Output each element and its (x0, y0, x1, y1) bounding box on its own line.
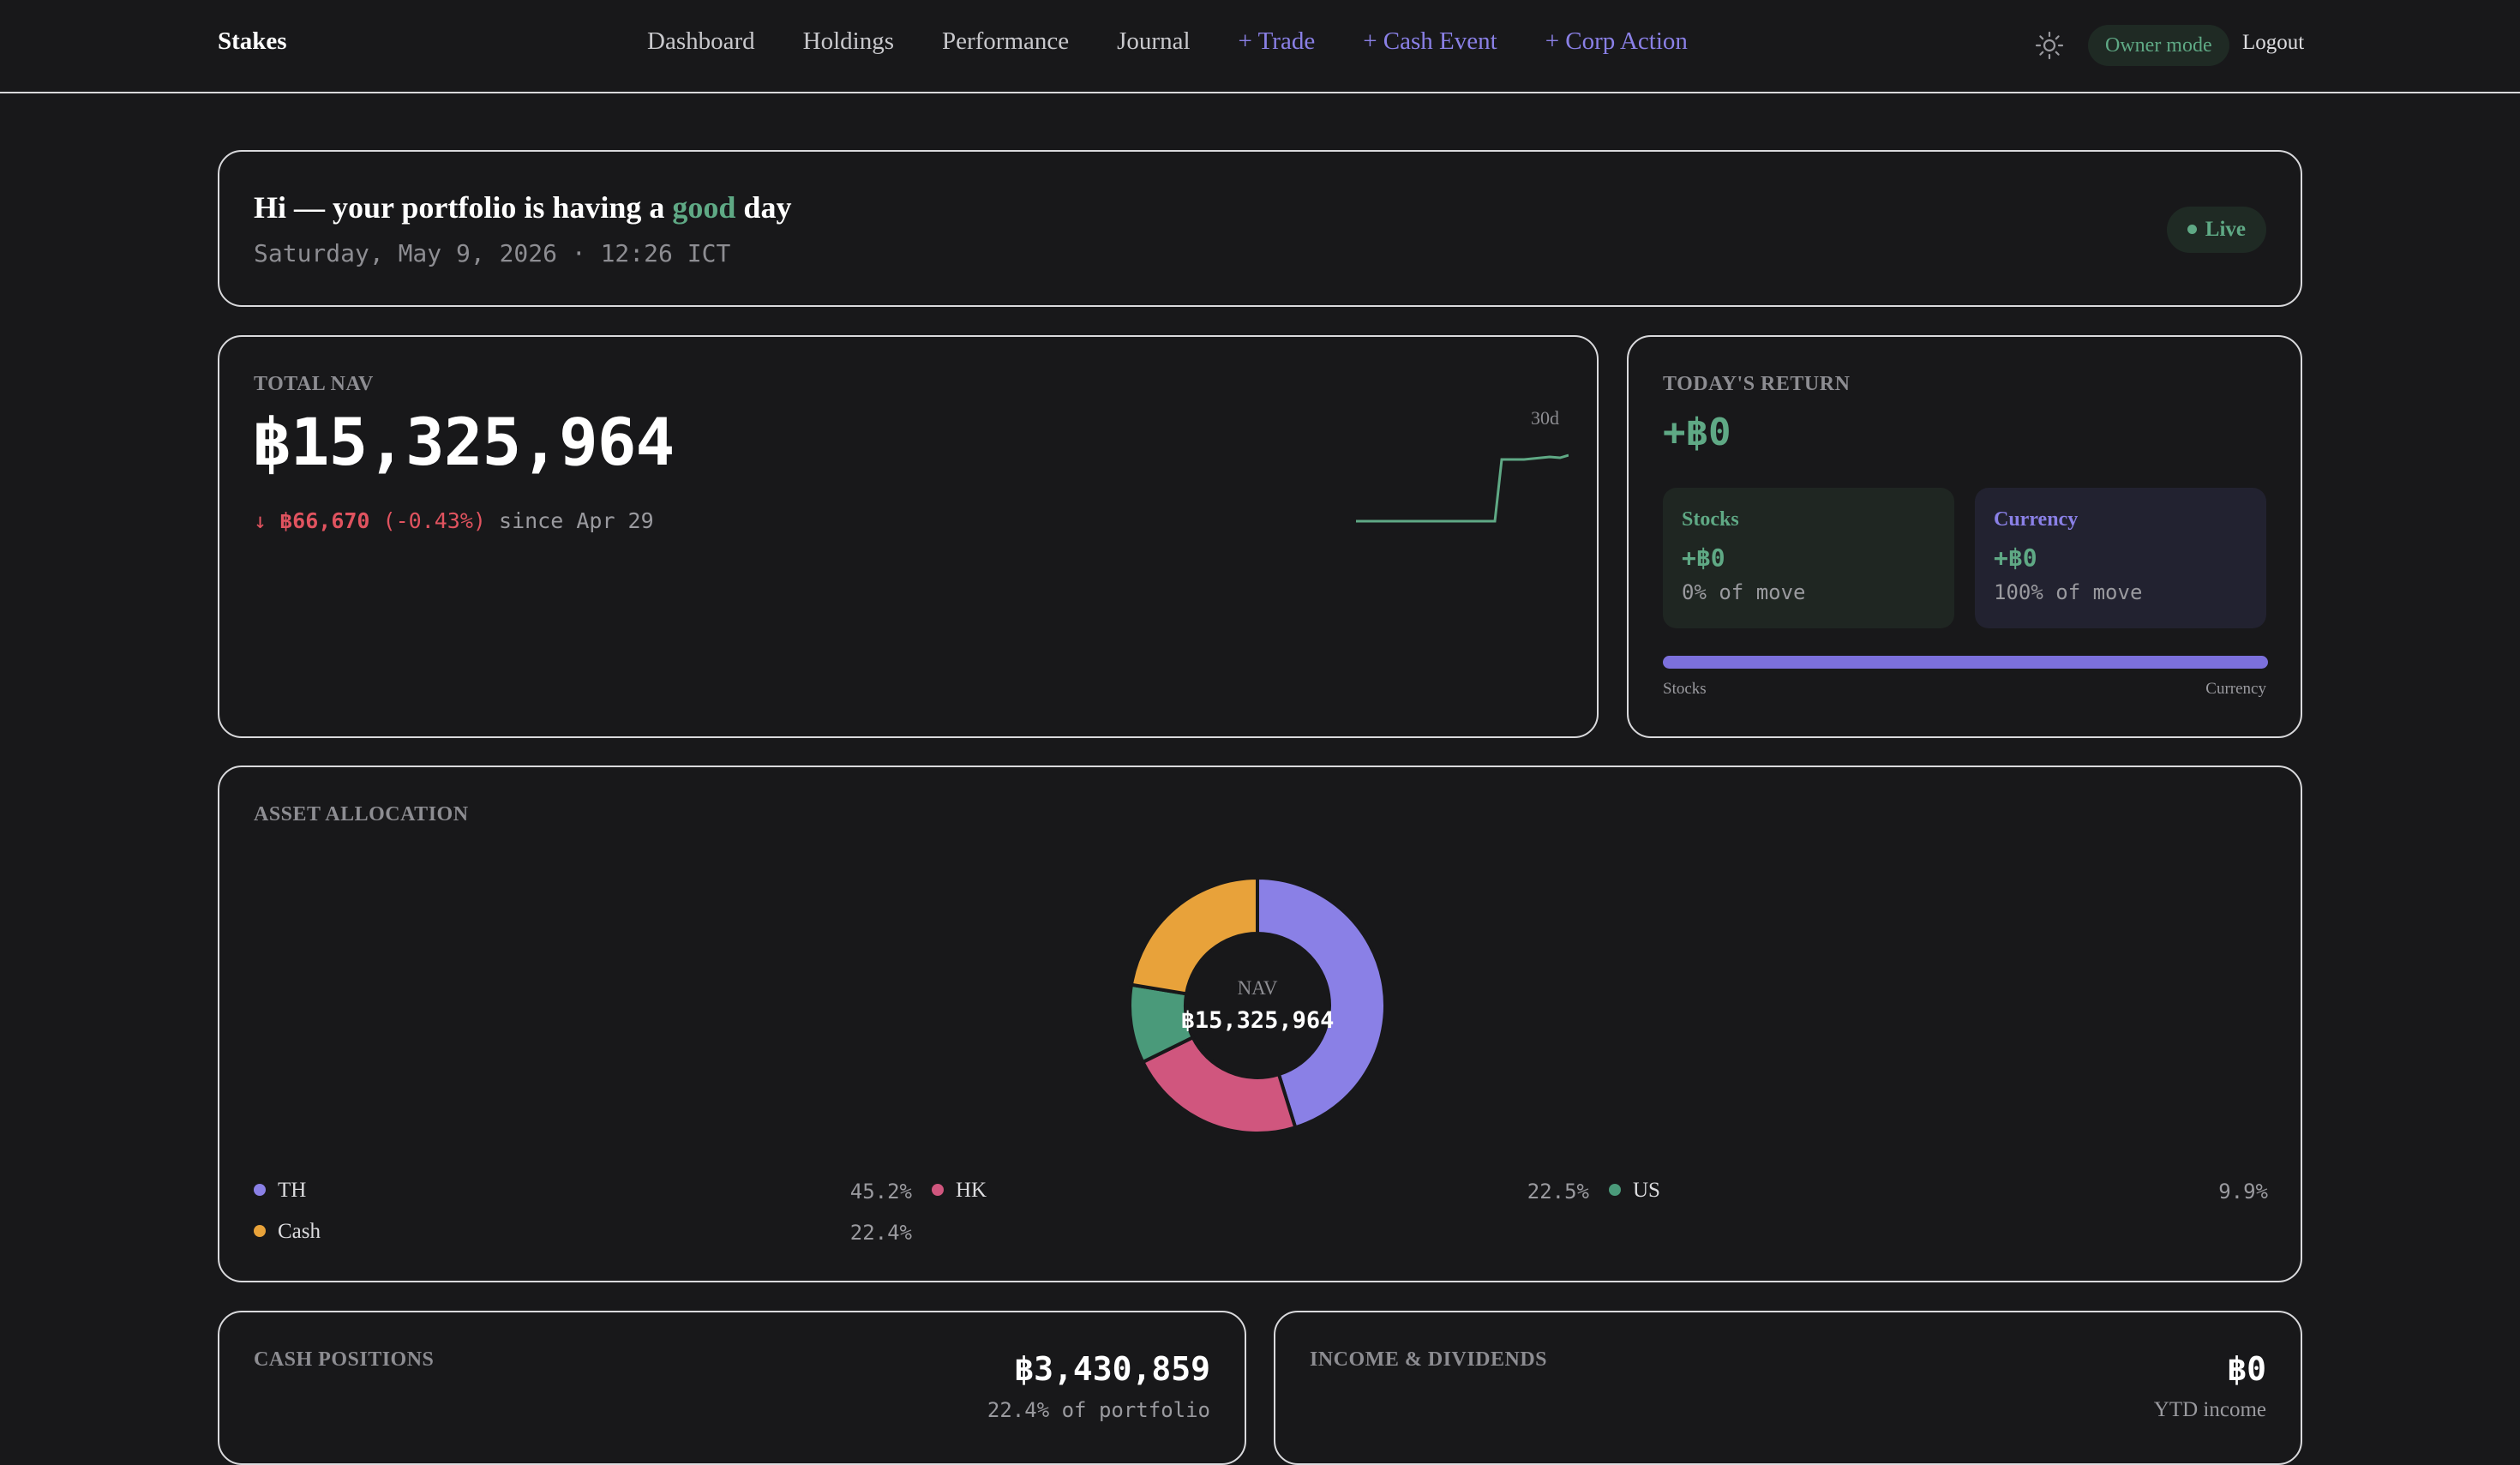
owner-mode-badge[interactable]: Owner mode (2088, 25, 2229, 66)
sparkline-range-label: 30d (1531, 407, 1559, 429)
nav-sparkline (1356, 453, 1569, 523)
todays-return-value: +฿0 (1663, 411, 1731, 454)
allocation-donut-chart (1129, 877, 1386, 1134)
income-value: ฿0 (2227, 1350, 2266, 1388)
greeting-mood: good (672, 190, 736, 225)
stocks-return-value: +฿0 (1682, 543, 1725, 572)
legend-dot-icon (1609, 1184, 1621, 1196)
cash-positions-card: CASH POSITIONS ฿3,430,859 22.4% of portf… (218, 1311, 1246, 1465)
return-split-left-label: Stocks (1663, 680, 1707, 698)
nav-add-trade[interactable]: + Trade (1238, 27, 1316, 55)
nav-change-since: since Apr 29 (499, 508, 654, 533)
legend-label: US (1633, 1179, 1660, 1202)
greeting-suffix: day (743, 190, 792, 225)
nav-change-pct: (-0.43%) (382, 508, 486, 533)
legend-label: HK (956, 1179, 987, 1202)
currency-return-share: 100% of move (1994, 580, 2143, 604)
return-split-bar (1663, 656, 2268, 669)
legend-pct: 22.4% (849, 1221, 912, 1245)
legend-pct: 9.9% (2218, 1180, 2268, 1204)
currency-return-value: +฿0 (1994, 543, 2037, 572)
income-sub-label: YTD income (2153, 1398, 2266, 1421)
live-label: Live (2205, 218, 2246, 241)
stocks-return-tile: Stocks +฿0 0% of move (1663, 488, 1954, 628)
down-arrow-icon: ↓ (254, 508, 267, 533)
income-dividends-card: INCOME & DIVIDENDS ฿0 YTD income (1274, 1311, 2302, 1465)
logout-link[interactable]: Logout (2242, 31, 2305, 54)
legend-label: Cash (278, 1220, 321, 1243)
currency-return-title: Currency (1994, 508, 2079, 531)
donut-slice-th (1256, 877, 1386, 1130)
legend-item-th: TH (254, 1179, 306, 1203)
currency-return-tile: Currency +฿0 100% of move (1975, 488, 2266, 628)
total-nav-value: ฿15,325,964 (252, 404, 675, 480)
live-badge: Live (2166, 207, 2266, 253)
nav-dashboard[interactable]: Dashboard (647, 27, 755, 55)
return-split-right-label: Currency (2205, 680, 2266, 698)
todays-return-label: TODAY'S RETURN (1663, 373, 1851, 395)
total-nav-card: TOTAL NAV ฿15,325,964 ↓ ฿66,670 (-0.43%)… (218, 335, 1599, 738)
legend-pct: 45.2% (849, 1180, 912, 1204)
nav-change-amount: ฿66,670 (279, 508, 370, 533)
legend-dot-icon (254, 1184, 266, 1196)
nav-add-cash-event[interactable]: + Cash Event (1363, 27, 1497, 55)
nav-links: Dashboard Holdings Performance Journal +… (647, 27, 1736, 56)
greeting-date: Saturday, May 9, 2026 · 12:26 ICT (254, 239, 731, 267)
greeting-prefix: Hi — your portfolio is having a (254, 190, 665, 225)
cash-positions-share: 22.4% of portfolio (987, 1398, 1210, 1422)
nav-change: ↓ ฿66,670 (-0.43%) since Apr 29 (254, 508, 654, 533)
asset-allocation-label: ASSET ALLOCATION (254, 803, 469, 826)
stocks-return-title: Stocks (1682, 508, 1739, 531)
todays-return-card: TODAY'S RETURN +฿0 Stocks +฿0 0% of move… (1627, 335, 2302, 738)
cash-positions-value: ฿3,430,859 (1014, 1350, 1210, 1388)
nav-journal[interactable]: Journal (1117, 27, 1191, 55)
legend-label: TH (278, 1179, 307, 1202)
legend-dot-icon (254, 1225, 266, 1237)
top-nav: Stakes Dashboard Holdings Performance Jo… (0, 0, 2520, 93)
brand-logo[interactable]: Stakes (218, 27, 287, 55)
legend-pct: 22.5% (1527, 1180, 1589, 1204)
donut-slice-cash (1129, 877, 1259, 996)
legend-item-cash: Cash (254, 1220, 321, 1244)
legend-item-us: US (1609, 1179, 1660, 1203)
nav-holdings[interactable]: Holdings (802, 27, 894, 55)
greeting-card: Hi — your portfolio is having a good day… (218, 150, 2302, 307)
theme-toggle-sun-icon[interactable] (2035, 31, 2064, 60)
donut-center-label: NAV (1237, 977, 1278, 999)
legend-item-hk: HK (932, 1179, 987, 1203)
stocks-return-share: 0% of move (1682, 580, 1806, 604)
nav-add-corp-action[interactable]: + Corp Action (1545, 27, 1688, 55)
nav-performance[interactable]: Performance (941, 27, 1070, 55)
income-dividends-label: INCOME & DIVIDENDS (1310, 1348, 1548, 1371)
greeting-headline: Hi — your portfolio is having a good day (254, 189, 791, 225)
total-nav-label: TOTAL NAV (254, 373, 374, 395)
live-dot-icon (2187, 224, 2197, 234)
cash-positions-label: CASH POSITIONS (254, 1348, 435, 1371)
asset-allocation-card: ASSET ALLOCATION NAV ฿15,325,964 TH 45.2… (218, 766, 2302, 1282)
legend-dot-icon (932, 1184, 944, 1196)
donut-slice-hk (1140, 1035, 1298, 1134)
donut-center-value: ฿15,325,964 (1180, 1007, 1335, 1034)
